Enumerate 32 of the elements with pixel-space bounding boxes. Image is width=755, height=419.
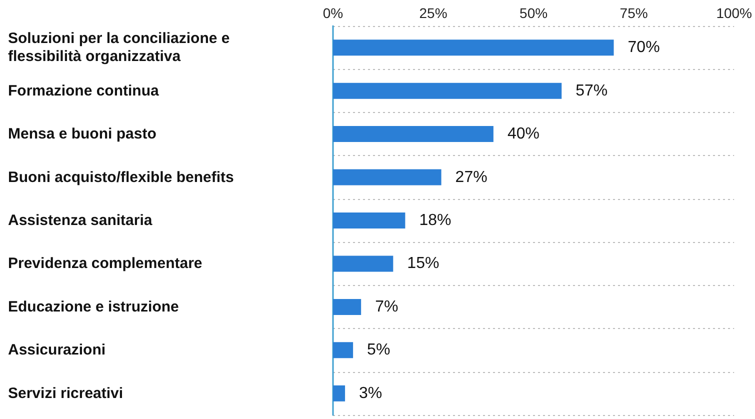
y-tick-label: Previdenza complementare — [8, 255, 202, 272]
bar — [333, 40, 614, 56]
bar — [333, 212, 406, 228]
data-label: 27% — [455, 168, 488, 186]
y-tick-label: Assicurazioni — [8, 342, 106, 359]
y-tick-label: Assistenza sanitaria — [8, 212, 153, 229]
data-label: 7% — [375, 298, 398, 316]
data-label: 3% — [359, 384, 382, 402]
data-label: 40% — [507, 126, 540, 143]
bar — [333, 126, 494, 142]
x-tick-label: 75% — [620, 5, 648, 21]
data-label: 70% — [628, 39, 660, 56]
y-tick-label: Formazione continua — [8, 82, 160, 100]
y-tick-label: Buoni acquisto/flexible benefits — [8, 168, 234, 186]
data-label: 15% — [407, 255, 440, 272]
y-tick-label: Educazione e istruzione — [8, 298, 179, 316]
bar — [333, 82, 562, 99]
bar — [333, 256, 394, 272]
bar — [333, 298, 362, 315]
data-label: 57% — [576, 82, 608, 100]
y-tick-label: Mensa e buoni pasto — [8, 126, 156, 143]
bar — [333, 385, 346, 402]
x-tick-label: 100% — [716, 5, 752, 21]
y-tick-label: Servizi ricreativi — [8, 384, 124, 402]
x-tick-label: 0% — [322, 5, 344, 21]
x-tick-label: 50% — [520, 5, 548, 21]
data-label: 5% — [367, 342, 390, 359]
x-tick-label: 25% — [419, 5, 448, 21]
y-tick-label: Soluzioni per la conciliazione e flessibilità organizzativa — [8, 30, 234, 66]
bar — [333, 342, 354, 358]
bar — [333, 169, 442, 186]
data-label: 18% — [419, 212, 452, 229]
